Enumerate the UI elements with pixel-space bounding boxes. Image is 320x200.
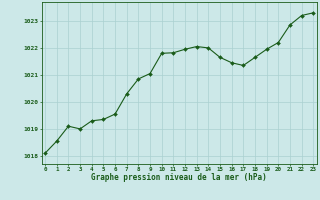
X-axis label: Graphe pression niveau de la mer (hPa): Graphe pression niveau de la mer (hPa) bbox=[91, 173, 267, 182]
